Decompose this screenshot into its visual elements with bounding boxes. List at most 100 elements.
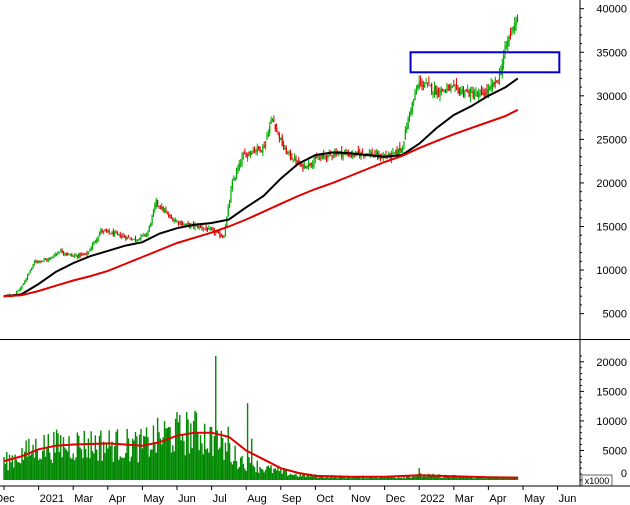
volume-bar <box>260 468 263 480</box>
candle-body <box>33 262 36 265</box>
candle-body <box>61 250 63 253</box>
x-tick-label: Oct <box>316 493 333 505</box>
volume-bar <box>158 432 160 480</box>
candle-body <box>399 146 401 152</box>
volume-bar <box>453 474 455 480</box>
volume-bar <box>263 472 265 480</box>
candle-body <box>234 177 236 181</box>
candle-body <box>462 88 465 95</box>
volume-bar <box>421 476 423 480</box>
x-tick-label: Jun <box>178 493 196 505</box>
volume-bar <box>473 478 476 480</box>
candle-body <box>348 152 350 157</box>
volume-bar <box>314 474 317 480</box>
candle-body <box>444 90 447 92</box>
volume-bar <box>93 453 95 480</box>
volume-bar <box>436 476 438 480</box>
candle-body <box>244 153 246 155</box>
volume-bar <box>194 410 196 480</box>
candle-body <box>36 261 38 263</box>
candle-body <box>83 254 85 256</box>
volume-bar <box>79 447 81 480</box>
volume-bar <box>40 459 43 480</box>
volume-bar <box>378 478 380 480</box>
volume-bar <box>223 459 225 480</box>
volume-bar <box>184 455 187 480</box>
volume-bar <box>203 423 206 480</box>
volume-bar <box>245 470 247 480</box>
candle-body <box>258 146 260 149</box>
candle-body <box>352 153 354 157</box>
candle-body <box>471 92 473 94</box>
candle-body <box>446 88 448 93</box>
volume-bar <box>411 476 413 480</box>
volume-bar <box>329 476 332 480</box>
volume-bar <box>310 473 312 480</box>
candle-body <box>143 233 145 235</box>
price-y-tick-label: 15000 <box>596 221 627 233</box>
candle-body <box>296 161 299 163</box>
volume-bar <box>460 476 462 480</box>
volume-bar <box>385 477 387 480</box>
volume-bar <box>190 423 192 480</box>
volume-bar <box>256 460 258 480</box>
volume-bar <box>364 478 366 480</box>
candle-body <box>72 255 74 257</box>
volume-bar <box>19 463 22 480</box>
candle-body <box>472 91 474 98</box>
volume-bar <box>300 476 303 480</box>
candle-body <box>123 236 126 238</box>
volume-bar <box>84 448 87 480</box>
volume-bar <box>210 426 213 480</box>
volume-bar <box>104 452 106 480</box>
candle-body <box>307 162 310 168</box>
volume-bar <box>455 475 458 480</box>
volume-bar <box>174 418 177 480</box>
volume-bar <box>130 456 133 480</box>
volume-bar <box>55 429 58 480</box>
volume-bar <box>213 435 216 480</box>
candle-body <box>240 163 242 165</box>
volume-bar <box>159 438 162 480</box>
candle-body <box>357 150 359 154</box>
volume-bar <box>188 453 191 480</box>
candle-body <box>51 257 54 259</box>
candle-body <box>285 148 287 155</box>
candle-body <box>468 89 470 97</box>
volume-bar <box>277 467 279 480</box>
candle-body <box>436 90 438 98</box>
x-tick-label: Sep <box>282 493 302 505</box>
candle-body <box>29 270 31 273</box>
volume-bar <box>187 419 189 480</box>
candle-body <box>58 252 60 254</box>
volume-bar <box>386 476 389 480</box>
candle-body <box>53 256 55 258</box>
volume-bar <box>11 455 14 480</box>
volume-bar <box>437 474 440 480</box>
volume-bar <box>216 430 218 480</box>
candle-body <box>426 83 429 85</box>
x-tick-label: Nov <box>351 493 371 505</box>
candle-body <box>44 258 47 260</box>
volume-bar <box>126 428 128 480</box>
candle-body <box>85 253 87 255</box>
candle-body <box>479 92 481 94</box>
candle-body <box>165 209 167 213</box>
volume-bar <box>443 475 445 480</box>
volume-bar <box>249 462 252 480</box>
candle-body <box>368 152 370 154</box>
volume-bar <box>339 475 342 480</box>
candle-body <box>35 261 37 263</box>
candle-body <box>180 221 182 226</box>
candle-body <box>346 154 348 156</box>
volume-bar <box>219 447 221 480</box>
candle-body <box>493 82 495 86</box>
candle-body <box>464 92 466 97</box>
volume-bar <box>490 477 492 480</box>
volume-bar <box>7 470 9 480</box>
volume-bar <box>235 461 238 480</box>
volume-bar <box>64 447 66 480</box>
volume-bar <box>483 478 485 480</box>
candle-body <box>97 236 99 241</box>
volume-bar <box>327 475 329 480</box>
